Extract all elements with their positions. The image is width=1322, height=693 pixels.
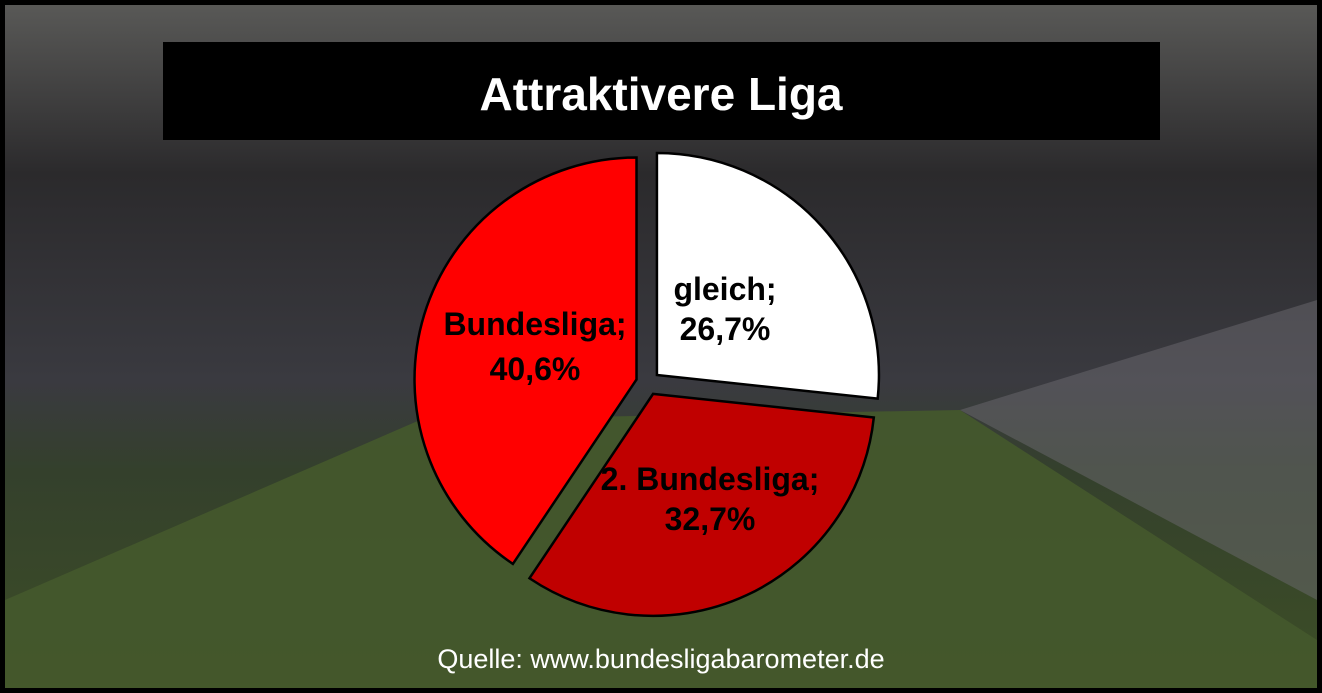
slice-label: Bundesliga; (443, 306, 626, 342)
source-text: Quelle: www.bundesligabarometer.de (437, 644, 884, 674)
pie-slice-2-bundesliga (527, 392, 876, 618)
pie-slice-bundesliga (413, 156, 638, 566)
pie-slice-gleich (655, 151, 881, 401)
slice-label: gleich; (673, 271, 776, 307)
title-bar (163, 42, 1160, 140)
slice-label: 2. Bundesliga; (601, 461, 820, 497)
slice-value-label: 40,6% (490, 351, 581, 387)
stand-right (960, 300, 1317, 600)
chart-title: Attraktivere Liga (479, 68, 842, 120)
slice-value-label: 32,7% (665, 501, 756, 537)
slice-value-label: 26,7% (680, 311, 771, 347)
